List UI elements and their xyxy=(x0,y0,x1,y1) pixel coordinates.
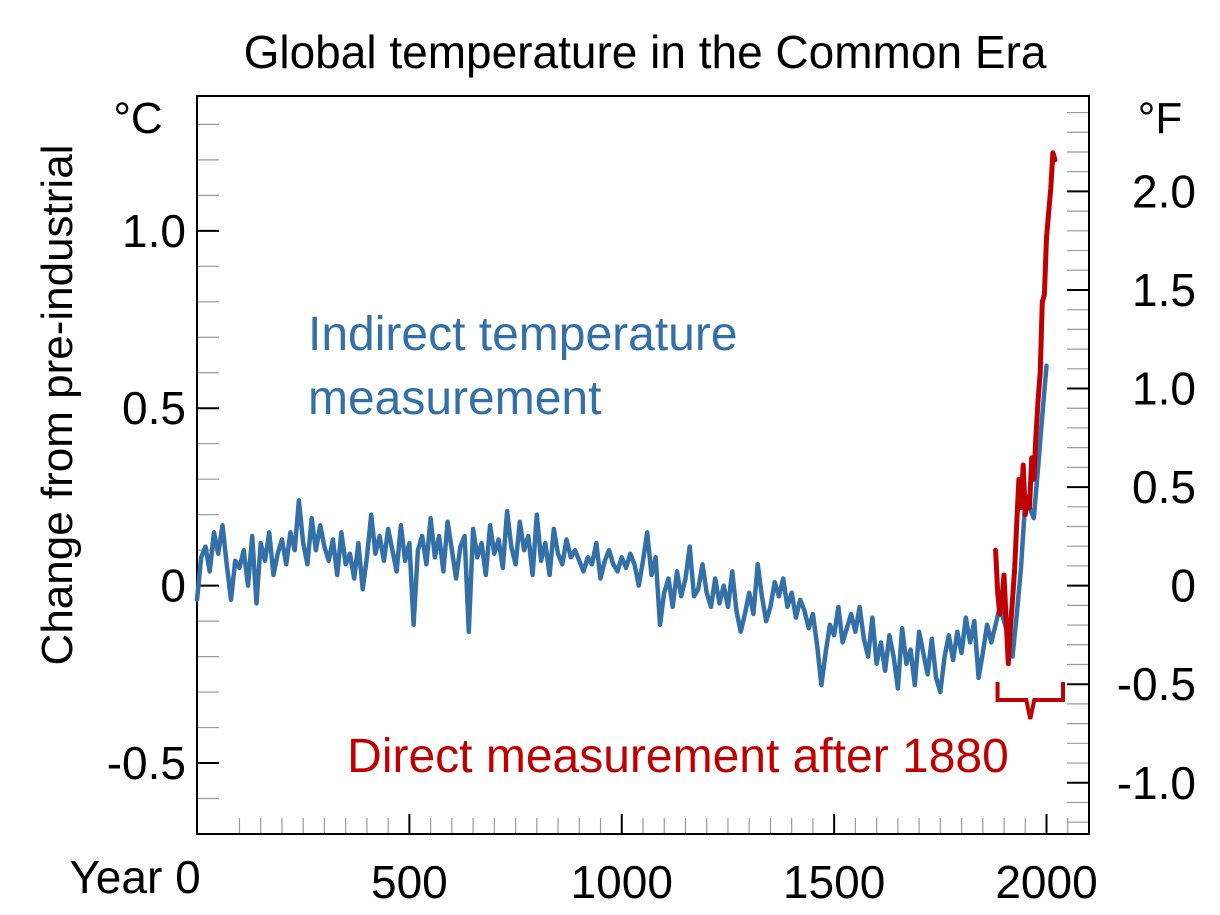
y-left-tick-label: 1.0 xyxy=(122,205,186,257)
direct-annotation: Direct measurement after 1880 xyxy=(347,730,1009,783)
y-left-tick-label: 0.5 xyxy=(122,382,186,434)
left-unit-label: °C xyxy=(113,94,162,143)
series-layer xyxy=(194,150,1058,695)
x-tick-label: Year 0 xyxy=(69,851,200,903)
direct-measurement-bracket xyxy=(995,682,1066,720)
x-tick-label: 2000 xyxy=(995,856,1097,908)
x-tick-label: 500 xyxy=(371,856,448,908)
axis-tick-labels: Year 0 500 1000 1500 2000 1.0 0.5 0 -0.5 2.0 1.5 1.… xyxy=(69,165,1196,908)
indirect-temperature-line xyxy=(194,363,1049,695)
chart-title: Global temperature in the Common Era xyxy=(244,26,1047,78)
y-axis-label: Change from pre-industrial xyxy=(33,145,82,666)
x-tick-label: 1500 xyxy=(783,856,885,908)
y-right-tick-label: 0.5 xyxy=(1132,461,1196,513)
y-left-tick-label: -0.5 xyxy=(107,737,186,789)
y-right-tick-label: -1.0 xyxy=(1117,757,1196,809)
y-left-tick-label: 0 xyxy=(160,560,186,612)
x-tick-label: 1000 xyxy=(571,856,673,908)
plot-frame xyxy=(196,95,1090,835)
axis-ticks xyxy=(197,111,1089,834)
y-right-tick-label: -0.5 xyxy=(1117,658,1196,710)
right-unit-label: °F xyxy=(1138,94,1182,143)
y-right-tick-label: 0 xyxy=(1170,560,1196,612)
y-right-tick-label: 1.0 xyxy=(1132,363,1196,415)
indirect-annotation-line2: measurement xyxy=(308,372,601,425)
y-right-tick-label: 2.0 xyxy=(1132,165,1196,217)
y-right-tick-label: 1.5 xyxy=(1132,264,1196,316)
indirect-annotation-line1: Indirect temperature xyxy=(308,308,738,361)
direct-temperature-line xyxy=(993,150,1058,667)
